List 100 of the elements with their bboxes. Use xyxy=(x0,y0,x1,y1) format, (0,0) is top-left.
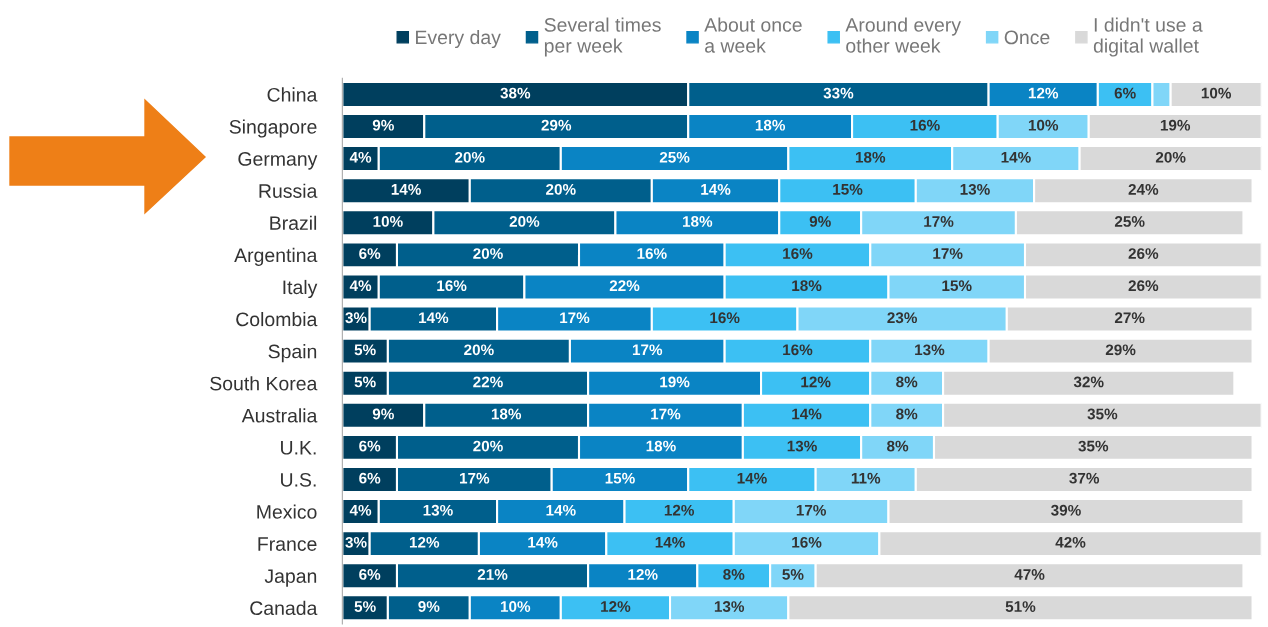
data-label: 38% xyxy=(500,87,531,99)
data-label: 4% xyxy=(349,504,372,516)
data-label: 10% xyxy=(500,601,531,612)
y-tick-label: South Korea xyxy=(210,376,318,391)
data-label: 12% xyxy=(801,376,831,388)
data-label: 16% xyxy=(783,248,813,259)
data-label: 18% xyxy=(683,216,713,227)
legend-label: Several times per week xyxy=(544,17,661,57)
y-tick-label: Italy xyxy=(283,279,318,299)
data-label: 4% xyxy=(349,151,372,163)
data-label: 17% xyxy=(924,216,954,227)
data-label: 23% xyxy=(887,312,918,324)
data-label: 16% xyxy=(710,312,740,324)
data-label: 16% xyxy=(910,119,940,131)
data-label: 9% xyxy=(372,119,394,131)
data-label: 18% xyxy=(792,280,822,292)
data-label: 13% xyxy=(787,440,817,452)
data-label: 20% xyxy=(1155,151,1186,163)
data-label: 9% xyxy=(418,601,440,612)
data-label: 17% xyxy=(796,504,826,516)
y-tick-label: Canada xyxy=(250,600,318,616)
data-label: 15% xyxy=(942,280,972,292)
data-label: 20% xyxy=(473,440,503,452)
data-label: 19% xyxy=(1160,119,1191,131)
data-label: 26% xyxy=(1128,248,1159,259)
data-label: 6% xyxy=(359,472,381,484)
data-label: 5% xyxy=(354,601,376,612)
data-label: 18% xyxy=(491,408,522,420)
data-label: 12% xyxy=(628,569,658,580)
data-label: 14% xyxy=(546,504,576,516)
legend-label: About once a week xyxy=(704,17,802,53)
data-label: 17% xyxy=(460,472,490,484)
data-label: 6% xyxy=(359,248,381,259)
y-tick-label: U.S. xyxy=(281,472,316,487)
data-label: 47% xyxy=(1014,569,1045,580)
data-label: 14% xyxy=(737,472,767,484)
data-label: 51% xyxy=(1005,601,1036,612)
data-label: 16% xyxy=(437,280,467,292)
data-label: 14% xyxy=(419,312,449,324)
legend-label: Every day xyxy=(416,29,501,49)
data-label: 33% xyxy=(823,87,854,99)
data-label: 8% xyxy=(896,376,918,388)
data-label: 12% xyxy=(601,601,631,612)
data-label: 14% xyxy=(1001,151,1031,163)
data-label: 15% xyxy=(833,184,863,195)
data-label: 14% xyxy=(391,184,421,195)
data-label: 11% xyxy=(851,472,881,484)
data-label: 26% xyxy=(1128,280,1159,292)
data-label: 29% xyxy=(1105,344,1136,356)
data-label: 17% xyxy=(560,312,590,324)
data-label: 20% xyxy=(509,216,540,227)
y-tick-label: France xyxy=(258,537,317,551)
y-tick-label: Germany xyxy=(238,152,318,170)
data-label: 32% xyxy=(1073,376,1104,388)
data-label: 13% xyxy=(423,504,453,516)
data-label: 9% xyxy=(372,408,394,420)
data-label: 24% xyxy=(1128,183,1159,195)
y-tick-label: Brazil xyxy=(270,215,317,231)
data-label: 18% xyxy=(755,119,786,131)
data-label: 27% xyxy=(1114,312,1145,324)
data-label: 29% xyxy=(541,119,572,131)
data-label: 10% xyxy=(1028,119,1059,131)
data-label: 5% xyxy=(354,344,376,356)
data-label: 35% xyxy=(1078,440,1109,452)
data-label: 17% xyxy=(632,344,663,356)
y-tick-label: Colombia xyxy=(236,311,318,327)
y-tick-label: Russia xyxy=(259,183,318,198)
data-label: 22% xyxy=(473,376,503,388)
data-label: 15% xyxy=(605,472,635,484)
data-label: 10% xyxy=(373,216,403,227)
data-label: 14% xyxy=(655,536,685,548)
y-tick-label: China xyxy=(267,87,318,102)
data-label: 14% xyxy=(701,184,731,195)
data-label: 18% xyxy=(646,440,676,452)
data-label: 20% xyxy=(473,248,503,259)
data-label: 6% xyxy=(359,440,381,452)
data-label: 16% xyxy=(637,248,667,259)
data-label: 8% xyxy=(896,408,918,420)
data-label: 20% xyxy=(455,151,485,163)
y-tick-label: Spain xyxy=(268,344,317,363)
data-label: 13% xyxy=(960,183,990,195)
data-label: 35% xyxy=(1087,408,1118,420)
data-label: 12% xyxy=(664,504,695,516)
data-label: 3% xyxy=(345,536,367,548)
data-label: 12% xyxy=(1028,87,1059,99)
data-label: 12% xyxy=(409,536,440,548)
data-label: 17% xyxy=(651,408,681,420)
data-label: 19% xyxy=(660,376,690,388)
data-label: 8% xyxy=(887,440,909,452)
legend-label: Once xyxy=(1004,30,1050,45)
data-label: 20% xyxy=(464,344,494,356)
data-label: 18% xyxy=(855,151,886,163)
data-label: 37% xyxy=(1069,472,1100,484)
data-label: 9% xyxy=(809,216,831,227)
data-label: 6% xyxy=(1114,87,1136,99)
data-label: 6% xyxy=(359,569,381,580)
data-label: 20% xyxy=(546,183,576,195)
data-label: 10% xyxy=(1201,87,1232,99)
y-tick-label: Mexico xyxy=(257,504,317,519)
legend-label: Around every other week xyxy=(845,17,961,53)
